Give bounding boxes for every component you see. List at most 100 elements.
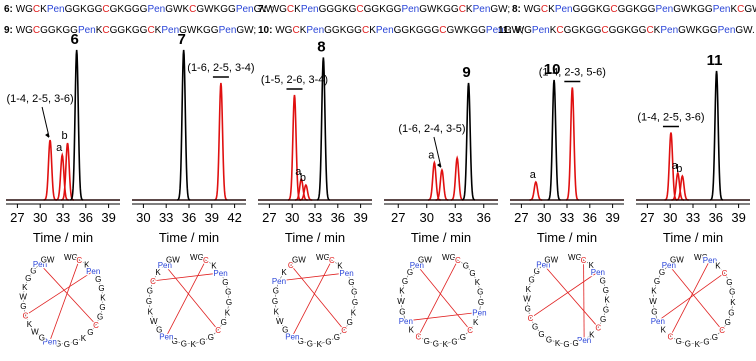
residue: GWKGG [446,25,486,36]
residue-node: G [64,340,70,349]
bond [291,259,333,337]
residue: GWKGG [419,4,459,15]
residue: GGKGG [65,4,103,15]
residue: Pen [236,4,254,15]
x-tick-label: 39 [353,210,367,225]
residue-node: G [348,278,354,287]
residue-node: G [99,303,105,312]
residue: Pen [376,25,394,36]
residue: K [466,4,473,15]
residue-node: G [399,307,405,316]
bond [416,264,471,331]
residue-node: Pen [272,277,286,286]
residue: C [102,4,109,15]
residue-node: GW [41,255,55,264]
peak [462,82,476,201]
x-tick-label: 36 [331,210,345,225]
sequence-number: 9: [4,25,13,36]
backbone [400,256,482,345]
residue-node: W [19,292,27,301]
residue-node: K [274,307,280,316]
residue-node: G [469,269,475,278]
residue-node: Pen [591,268,605,277]
bond [39,263,97,326]
residue-node: G [307,340,313,349]
residue-node: W [523,295,531,304]
bond [290,264,345,331]
x-axis-label: Time / min [411,230,471,245]
residue-node: G [703,337,709,346]
residue-node: K [651,287,657,296]
isomer-label: (1-6, 2-4, 3-5) [398,123,465,135]
residue-node: K [84,261,90,270]
isomer-label: (1-4, 2-5, 3-6) [637,112,704,124]
residue-node: K [148,307,154,316]
residue: C [459,4,466,15]
residue-node: K [337,262,343,271]
residue-node: C [288,261,294,270]
isomer-label: (1-5, 2-6, 3-4) [261,74,328,86]
sequence: 6: WGCKPenGGKGGCGKGGGPenGWKCGWKGGPenGW; [4,4,273,15]
residue-node: C [93,321,99,330]
residue-node: G [572,339,578,348]
residue-node: GW [292,256,306,265]
residue-node: G [156,325,162,334]
x-axis-label: Time / min [663,230,723,245]
residue-node: W [276,317,284,326]
residue: GWKGG [196,4,236,15]
x-tick-label: 36 [182,210,196,225]
bond [164,264,219,331]
x-axis-label: Time / min [537,230,597,245]
residue-node: Pen [651,317,665,326]
residue-node: G [222,278,228,287]
residue: Pen [306,25,324,36]
residue: C [541,4,548,15]
residue: C [601,25,608,36]
residue-node: K [526,285,532,294]
residue-node: K [695,340,701,349]
residue-node: WG [190,253,204,262]
residue-node: G [146,297,152,306]
residue: GGGKG [319,4,357,15]
residue: GW; [236,25,256,36]
x-tick-label: 30 [33,210,47,225]
residue: C [33,25,40,36]
residue: WG [16,4,33,15]
bond [152,272,221,282]
residue-node: C [455,256,461,265]
residue-node: Pen [472,308,486,317]
residue-node: G [402,277,408,286]
residue-node: G [225,288,231,297]
residue-node: G [282,325,288,334]
peak-label: b [300,172,306,184]
residue: GW; [254,4,274,15]
residue: K [155,25,162,36]
residue-node: G [147,287,153,296]
peak [450,155,464,201]
residue-node: G [25,274,31,283]
residue-node: C [722,269,728,278]
residue: C [362,25,369,36]
residue-node: G [538,330,544,339]
x-tick-label: 33 [159,210,173,225]
residue-node: G [725,318,731,327]
x-tick-label: 33 [448,210,462,225]
residue-node: G [407,268,413,277]
residue: GGGKG [573,4,611,15]
residue-node: G [676,337,682,346]
peak [547,79,561,201]
bond [278,272,347,282]
isomer-label: (1-4, 2-5, 3-6) [6,93,73,105]
residue-node: G [95,275,101,284]
peak [529,180,543,201]
residue-node: Pen [577,336,591,345]
bond [657,272,725,322]
residue-node: Pen [399,317,413,326]
residue: C [102,25,109,36]
residue: WG [515,25,532,36]
backbone [148,256,230,345]
residue-node: K [715,262,721,271]
residue-node: G [272,297,278,306]
sequence-number: 7: [258,4,267,15]
residue-node: K [443,340,449,349]
